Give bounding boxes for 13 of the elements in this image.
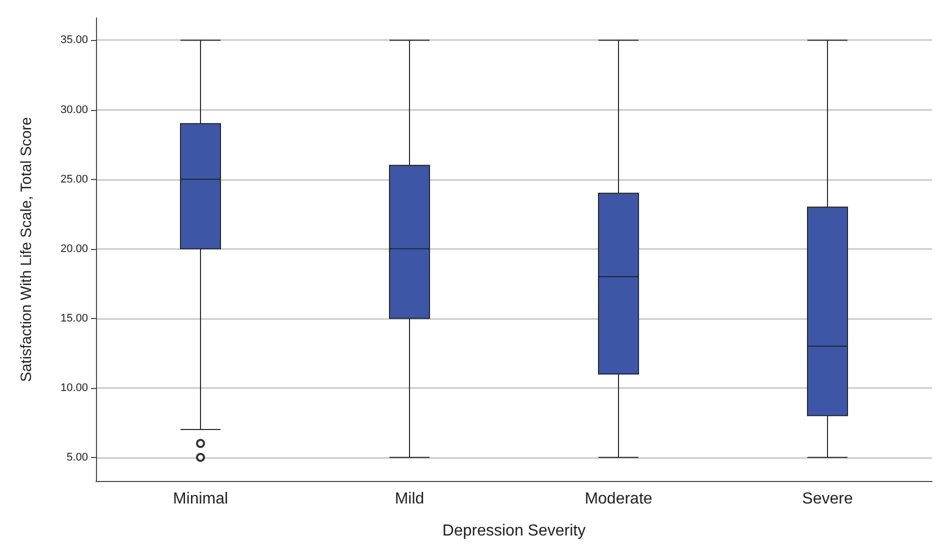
y-tick-label: 10.00	[60, 382, 88, 394]
y-tick-label: 15.00	[60, 312, 88, 324]
x-tick-label: Moderate	[584, 490, 652, 508]
x-axis-title: Depression Severity	[442, 522, 586, 540]
y-tick-label: 30.00	[60, 104, 88, 116]
y-tick-label: 35.00	[60, 34, 88, 46]
y-tick-label: 5.00	[66, 451, 88, 464]
x-tick-label: Minimal	[172, 490, 228, 508]
y-tick-label: 20.00	[60, 242, 88, 255]
x-tick-label: Mild	[394, 490, 424, 508]
y-tick-label: 25.00	[60, 173, 88, 186]
y-axis-title: Satisfaction With Life Scale, Total Score	[18, 117, 35, 382]
x-tick-label: Severe	[802, 490, 853, 508]
